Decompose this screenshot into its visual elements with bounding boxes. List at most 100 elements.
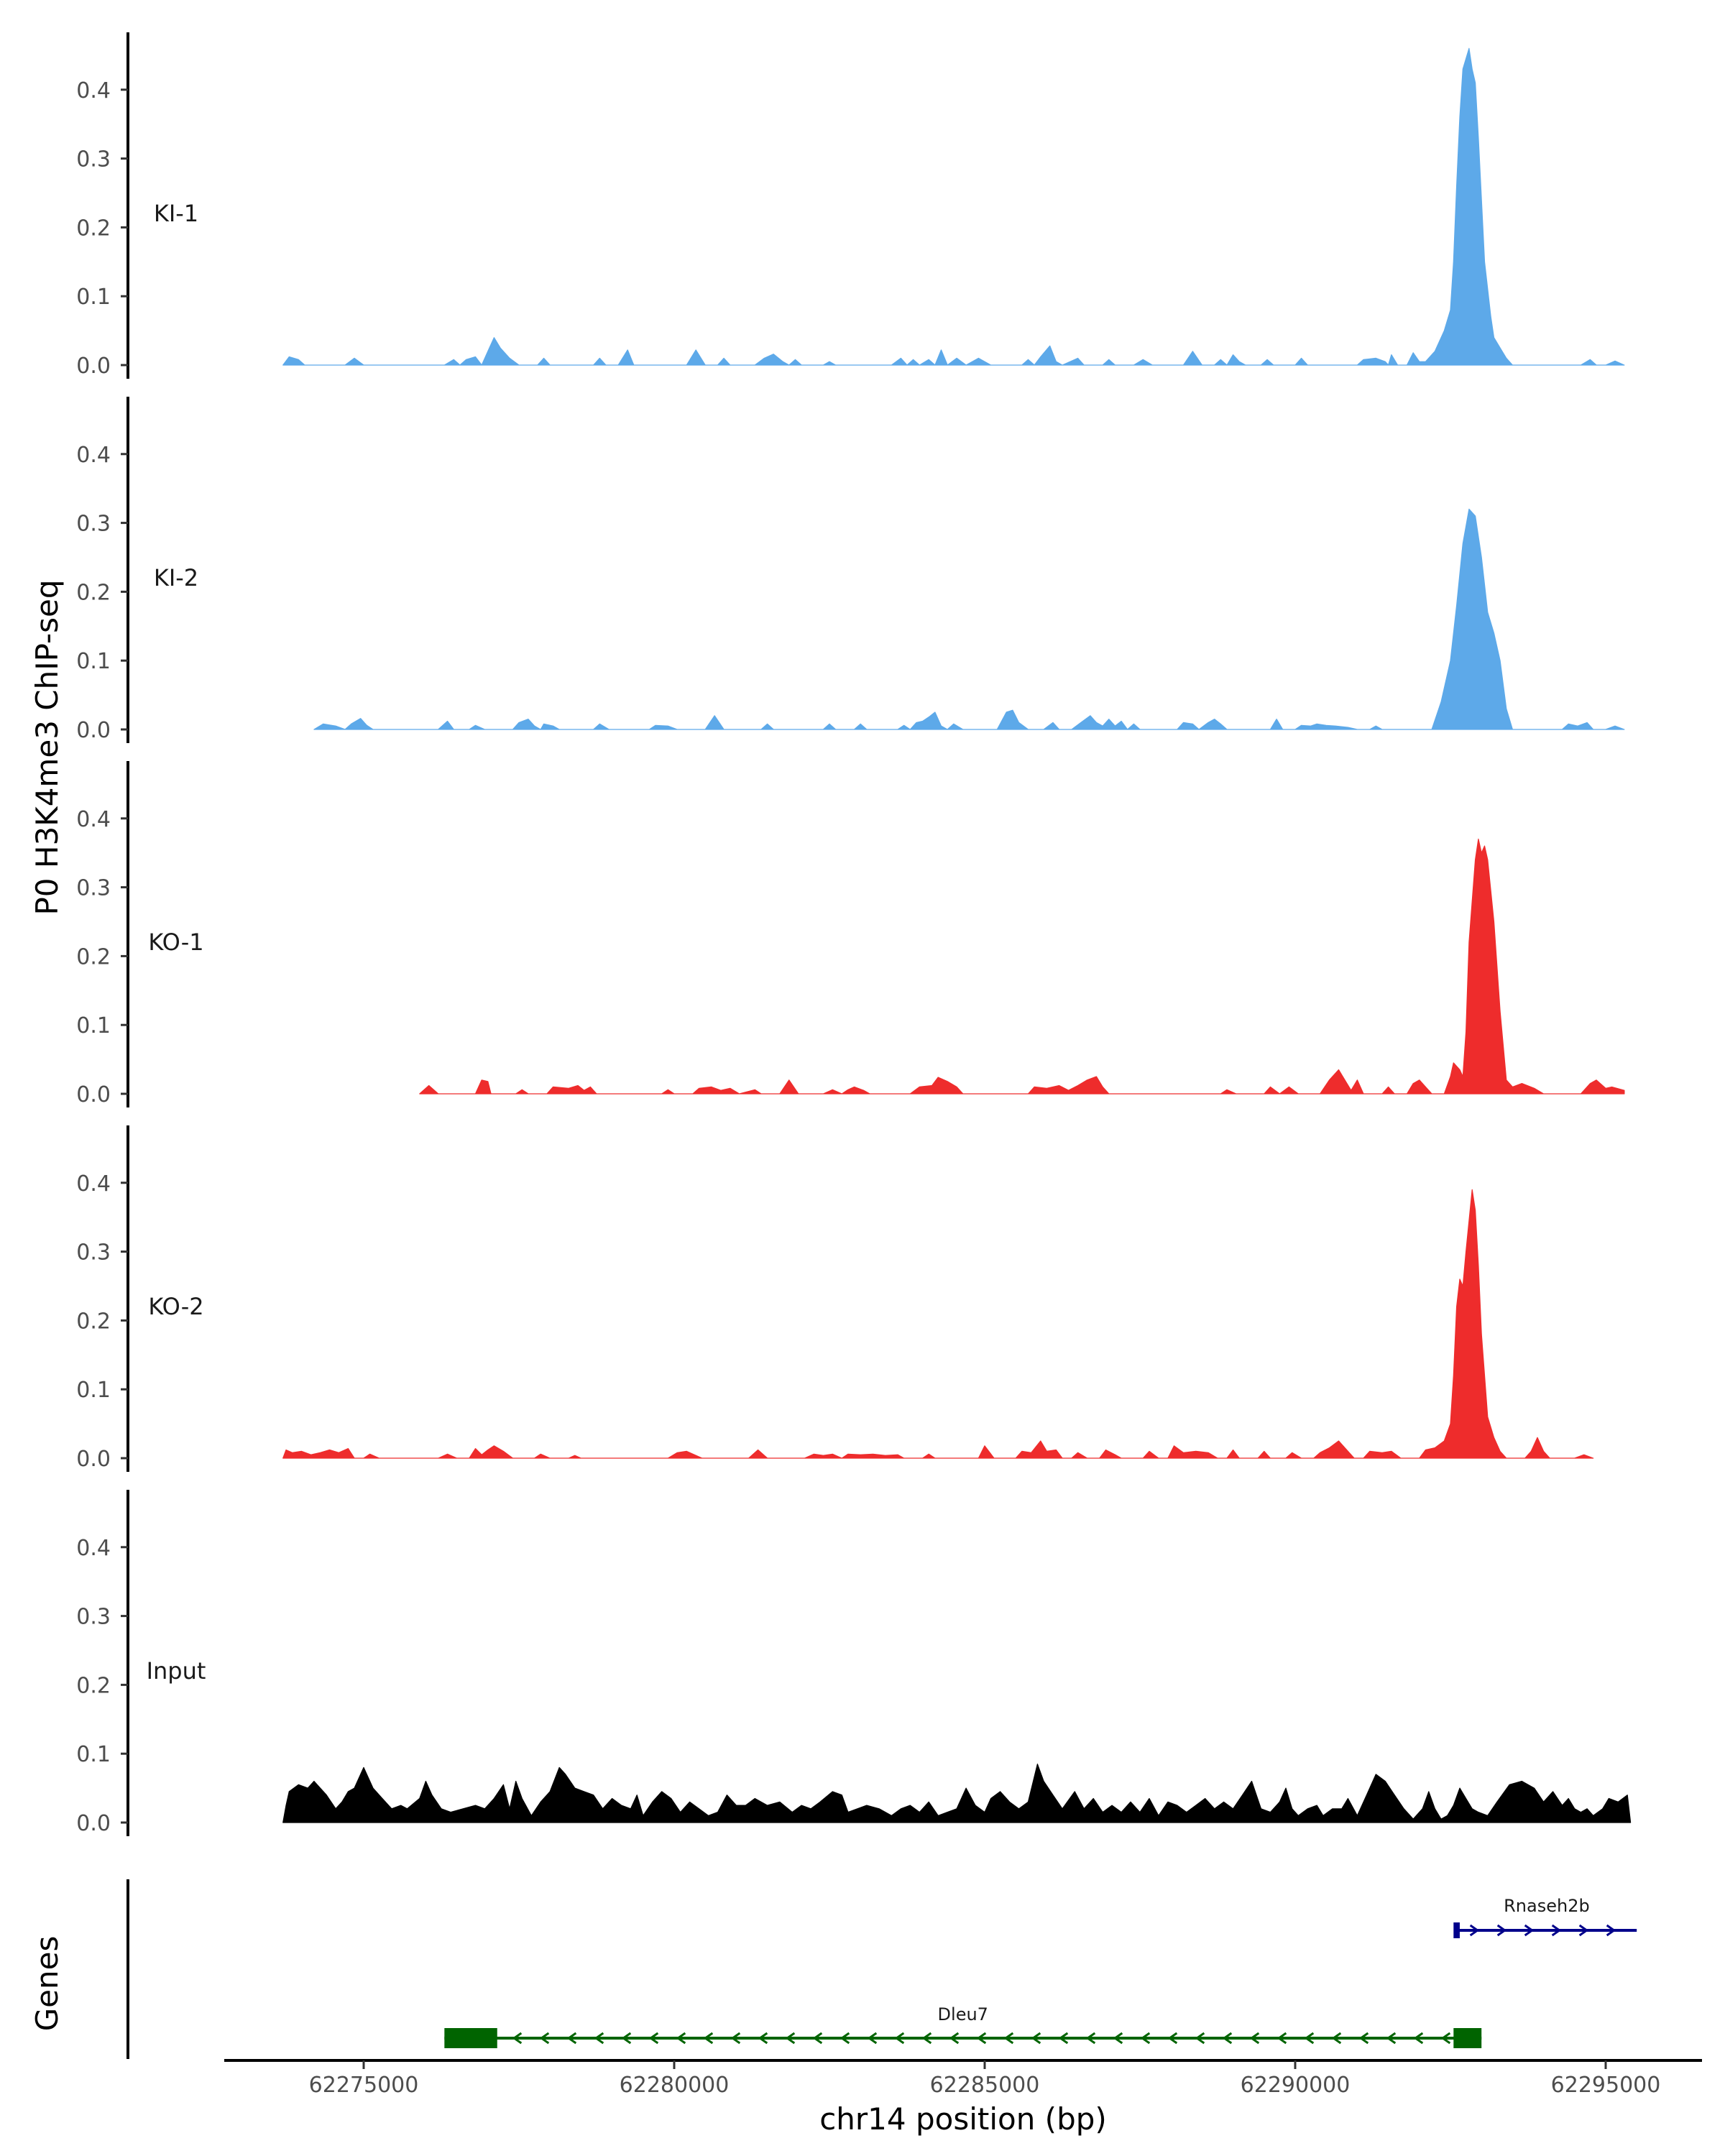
strand-arrow <box>1440 2032 1451 2045</box>
track-panel-ko-2: 0.0 0.1 0.2 0.3 0.4 KO-2 <box>76 1125 1594 1472</box>
y-tick-label: 0.0 <box>76 1811 111 1836</box>
strand-arrow <box>1003 2032 1014 2045</box>
strand-arrow <box>1085 2032 1096 2045</box>
strand-arrow <box>1276 2032 1287 2045</box>
x-axis: 62275000 62280000 62285000 62290000 62295000 <box>224 2059 1702 2098</box>
signal-area-ki-2 <box>313 508 1625 730</box>
y-tick-label: 0.0 <box>76 354 111 379</box>
strand-arrow <box>1606 1924 1616 1937</box>
strand-arrow <box>703 2032 714 2045</box>
strand-arrow <box>1113 2032 1123 2045</box>
track-panel-input: 0.0 0.1 0.2 0.3 0.4 Input <box>76 1490 1632 1836</box>
strand-arrow <box>1167 2032 1178 2045</box>
y-tick-label: 0.4 <box>76 443 111 468</box>
strand-arrow <box>621 2032 632 2045</box>
y-tick-label: 0.3 <box>76 147 111 172</box>
gene-rnaseh2b: Rnaseh2b <box>1453 1896 1637 1938</box>
exon-block <box>444 2028 497 2048</box>
y-tick-label: 0.1 <box>76 1013 111 1038</box>
y-tick-label: 0.1 <box>76 1742 111 1767</box>
y-tick-label: 0.4 <box>76 1171 111 1197</box>
signal-area-ko-1 <box>419 838 1625 1095</box>
strand-arrow <box>1386 2032 1397 2045</box>
strand-arrow <box>1304 2032 1315 2045</box>
x-tick-label: 62280000 <box>620 2073 730 2098</box>
y-tick-label: 0.2 <box>76 1673 111 1698</box>
x-tick-label: 62275000 <box>309 2073 419 2098</box>
y-tick-label: 0.0 <box>76 1082 111 1107</box>
y-tick-label: 0.3 <box>76 512 111 537</box>
track-panel-ko-1: 0.0 0.1 0.2 0.3 0.4 KO-1 <box>76 761 1625 1107</box>
signal-area-ko-2 <box>282 1189 1594 1459</box>
strand-arrow <box>867 2032 878 2045</box>
strand-arrow <box>1496 1924 1507 1937</box>
y-tick-label: 0.2 <box>76 944 111 969</box>
strand-arrow <box>539 2032 550 2045</box>
exon-block <box>1453 1922 1460 1938</box>
strand-arrow <box>1358 2032 1369 2045</box>
genes-axis-title: Genes <box>29 1936 65 2032</box>
y-tick-label: 0.4 <box>76 1536 111 1561</box>
track-label: KI-1 <box>154 200 198 227</box>
y-tick-label: 0.3 <box>76 1240 111 1266</box>
gene-label: Rnaseh2b <box>1504 1896 1590 1916</box>
y-tick-label: 0.3 <box>76 1605 111 1630</box>
strand-arrow <box>1551 1924 1562 1937</box>
y-tick-label: 0.2 <box>76 1309 111 1334</box>
x-tick-label: 62295000 <box>1551 2073 1661 2098</box>
y-tick-label: 0.2 <box>76 216 111 241</box>
strand-arrow <box>730 2032 741 2045</box>
y-tick-label: 0.4 <box>76 78 111 103</box>
track-label: Input <box>147 1657 206 1685</box>
strand-arrow <box>1331 2032 1342 2045</box>
strand-arrow <box>648 2032 659 2045</box>
strand-arrow <box>594 2032 604 2045</box>
x-tick-label: 62290000 <box>1241 2073 1351 2098</box>
strand-arrow <box>1058 2032 1069 2045</box>
strand-arrow <box>1413 2032 1424 2045</box>
strand-arrow <box>1249 2032 1260 2045</box>
strand-arrow <box>976 2032 987 2045</box>
strand-arrow <box>1578 1924 1589 1937</box>
signal-area-ki-1 <box>282 47 1625 366</box>
strand-arrow <box>949 2032 960 2045</box>
signal-area-input <box>282 1764 1632 1823</box>
y-tick-label: 0.1 <box>76 285 111 310</box>
y-tick-label: 0.1 <box>76 649 111 674</box>
gene-label: Dleu7 <box>938 2004 988 2024</box>
y-tick-label: 0.0 <box>76 718 111 743</box>
strand-arrow <box>512 2032 523 2045</box>
exon-block <box>1453 2028 1482 2048</box>
strand-arrow <box>1031 2032 1041 2045</box>
y-axis-title: P0 H3K4me3 ChIP-seq <box>29 579 65 915</box>
track-panel-ki-1: 0.0 0.1 0.2 0.3 0.4 KI-1 <box>76 32 1625 379</box>
track-label: KO-2 <box>148 1293 203 1320</box>
strand-arrow <box>921 2032 932 2045</box>
tracks-layer: 0.00.10.20.30.4KI-10.00.10.20.30.4KI-20.… <box>76 32 1632 1836</box>
y-tick-label: 0.0 <box>76 1447 111 1472</box>
strand-arrow <box>785 2032 796 2045</box>
gene-dleu7: Dleu7 <box>444 2004 1482 2048</box>
strand-arrow <box>894 2032 905 2045</box>
genes-panel: Rnaseh2b Dleu7 <box>126 1879 1637 2059</box>
y-tick-label: 0.3 <box>76 876 111 901</box>
strand-arrow <box>1140 2032 1151 2045</box>
strand-arrow <box>566 2032 577 2045</box>
strand-arrow <box>758 2032 768 2045</box>
strand-arrow <box>1469 1924 1480 1937</box>
y-tick-label: 0.4 <box>76 807 111 832</box>
strand-arrow <box>1222 2032 1233 2045</box>
strand-arrow <box>676 2032 686 2045</box>
strand-arrow <box>1195 2032 1205 2045</box>
y-tick-label: 0.1 <box>76 1378 111 1403</box>
track-panel-ki-2: 0.0 0.1 0.2 0.3 0.4 KI-2 <box>76 397 1625 743</box>
x-axis-title: chr14 position (bp) <box>819 2101 1107 2137</box>
track-label: KI-2 <box>154 564 198 591</box>
track-label: KO-1 <box>148 929 203 956</box>
strand-arrow <box>812 2032 823 2045</box>
y-tick-label: 0.2 <box>76 580 111 605</box>
x-tick-label: 62285000 <box>930 2073 1040 2098</box>
strand-arrow <box>840 2032 850 2045</box>
strand-arrow <box>1524 1924 1535 1937</box>
